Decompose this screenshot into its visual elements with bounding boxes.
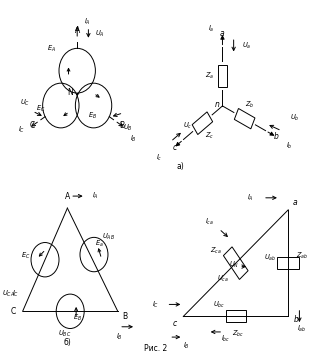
Text: c: c (173, 319, 177, 328)
Text: $Z_{bc}$: $Z_{bc}$ (232, 329, 245, 339)
Text: $U_C$: $U_C$ (20, 97, 31, 108)
Text: $I_B$: $I_B$ (183, 340, 189, 351)
Text: $I_C$: $I_C$ (152, 299, 159, 310)
Text: $I_{ca}$: $I_{ca}$ (205, 217, 214, 227)
Text: $U_c$: $U_c$ (183, 121, 192, 131)
Text: $U_b$: $U_b$ (290, 113, 300, 123)
Text: $U_a$: $U_a$ (241, 41, 251, 51)
Text: a: a (293, 198, 298, 207)
Text: $E_C$: $E_C$ (21, 251, 30, 261)
Text: $I_A$: $I_A$ (84, 17, 90, 27)
Text: Рис. 2: Рис. 2 (144, 344, 168, 354)
Text: $E_A$: $E_A$ (47, 44, 56, 54)
Text: $I_A$: $I_A$ (247, 193, 254, 203)
Text: $U_{BC}$: $U_{BC}$ (58, 329, 71, 339)
Text: $E_a$: $E_a$ (95, 239, 104, 249)
Text: b: b (273, 132, 278, 141)
Text: $U_{ca}$: $U_{ca}$ (217, 274, 229, 284)
Text: $U_N$: $U_N$ (229, 260, 239, 270)
Text: $I_B$: $I_B$ (129, 133, 136, 144)
Text: $U_{AB}$: $U_{AB}$ (101, 232, 115, 242)
Text: A: A (65, 192, 70, 201)
Text: $U_A$: $U_A$ (95, 29, 105, 39)
Text: $I_{ab}$: $I_{ab}$ (297, 323, 307, 334)
Text: b: b (294, 315, 299, 324)
Text: $I_b$: $I_b$ (286, 141, 293, 151)
Text: B: B (122, 312, 127, 321)
Text: $U_{bc}$: $U_{bc}$ (213, 299, 225, 310)
Text: n: n (214, 100, 219, 109)
Text: $I_c$: $I_c$ (156, 153, 162, 163)
Text: N: N (67, 88, 73, 97)
Text: б): б) (64, 338, 71, 347)
Text: $U_{CA}$: $U_{CA}$ (2, 289, 15, 299)
Text: $Z_c$: $Z_c$ (205, 131, 214, 141)
Text: $Z_b$: $Z_b$ (245, 99, 255, 110)
Text: C: C (10, 307, 16, 316)
Text: $I_B$: $I_B$ (116, 332, 123, 342)
Text: а): а) (177, 162, 184, 171)
Text: c: c (172, 143, 177, 152)
Text: $E_B$: $E_B$ (88, 111, 97, 121)
Text: $I_A$: $I_A$ (92, 191, 99, 201)
Text: $I_{bc}$: $I_{bc}$ (221, 334, 231, 344)
Text: $Z_a$: $Z_a$ (205, 71, 214, 81)
Text: $U_{ab}$: $U_{ab}$ (264, 253, 276, 263)
Text: a: a (220, 29, 225, 38)
Text: C: C (30, 121, 35, 130)
Text: $I_C$: $I_C$ (18, 125, 25, 135)
Text: $U_B$: $U_B$ (123, 123, 132, 133)
Text: $I_a$: $I_a$ (208, 23, 215, 34)
Text: $Z_{ca}$: $Z_{ca}$ (210, 246, 222, 256)
Text: $E_B$: $E_B$ (73, 313, 82, 323)
Text: $Z_{ab}$: $Z_{ab}$ (296, 251, 308, 261)
Text: B: B (119, 121, 124, 130)
Text: $E_C$: $E_C$ (36, 104, 46, 115)
Text: $I_C$: $I_C$ (12, 289, 19, 299)
Text: A: A (75, 26, 80, 35)
